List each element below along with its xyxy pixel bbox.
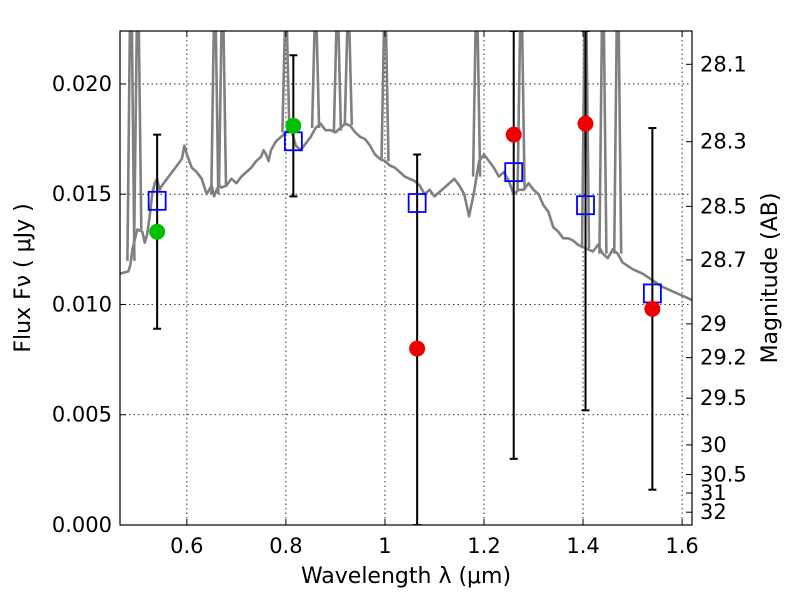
emission-line-spike xyxy=(516,31,526,190)
emission-line-spike xyxy=(126,31,136,261)
emission-line-spike xyxy=(310,31,321,129)
observed-point xyxy=(577,115,594,132)
emission-line-spike xyxy=(612,31,623,254)
y2-tick-label: 29 xyxy=(700,312,727,336)
emission-line-spike xyxy=(281,31,291,133)
marker-layer xyxy=(147,115,662,357)
emission-line-spike xyxy=(343,31,354,125)
observed-point xyxy=(505,126,522,143)
y2-tick-label: 28.7 xyxy=(700,248,747,272)
emission-line-spike xyxy=(598,31,608,254)
x-axis-title: Wavelength λ (μm) xyxy=(301,564,511,589)
x-tick-label: 1 xyxy=(378,534,391,558)
y2-tick-label: 29.5 xyxy=(700,386,747,410)
y2-tick-label: 32 xyxy=(700,500,727,524)
y-tick-label: 0.015 xyxy=(52,182,112,206)
emission-line-spike xyxy=(217,31,228,188)
emission-line-spike xyxy=(580,31,591,249)
emission-line-spike xyxy=(210,31,220,195)
x-tick-label: 1.4 xyxy=(566,534,599,558)
model-square-marker xyxy=(576,195,595,216)
observed-point xyxy=(285,117,302,134)
y2-tick-label: 31 xyxy=(700,481,727,505)
y2-tick-label: 30 xyxy=(700,433,727,457)
y2-tick-label: 28.1 xyxy=(700,52,747,76)
spectrum-line xyxy=(120,122,692,302)
emission-line-spike xyxy=(471,31,482,177)
observed-point xyxy=(149,223,166,240)
spectrum-layer xyxy=(120,31,692,302)
emission-line-spike xyxy=(380,31,390,162)
model-square-marker xyxy=(147,190,167,211)
observed-point xyxy=(409,340,426,357)
emission-line-spike xyxy=(332,31,343,131)
y-axis-title: Flux Fν ( μJy ) xyxy=(11,203,36,352)
y2-tick-label: 29.2 xyxy=(700,346,747,370)
y-tick-label: 0.010 xyxy=(52,292,112,316)
observed-point xyxy=(644,300,661,317)
y-tick-label: 0.000 xyxy=(52,513,112,537)
y-tick-label: 0.020 xyxy=(52,72,112,96)
y-tick-label: 0.005 xyxy=(52,403,112,427)
x-tick-label: 1.2 xyxy=(467,534,500,558)
plot-frame xyxy=(119,30,693,526)
x-tick-label: 1.6 xyxy=(665,534,698,558)
emission-line-spike xyxy=(133,31,143,230)
model-square-marker xyxy=(407,193,427,213)
x-tick-label: 0.8 xyxy=(269,534,302,558)
model-square-marker xyxy=(504,162,524,183)
ticks: 0.6 0.8 1 1.2 1.4 1.6 0.000 0.005 0.010 0.015 0.02… xyxy=(52,31,747,558)
x-tick-label: 0.6 xyxy=(170,534,203,558)
y2-tick-label: 30.5 xyxy=(700,462,747,486)
y2-tick-label: 28.5 xyxy=(700,194,747,218)
y2-tick-label: 28.3 xyxy=(700,130,747,154)
y2-axis-title: Magnitude (AB) xyxy=(758,193,783,364)
